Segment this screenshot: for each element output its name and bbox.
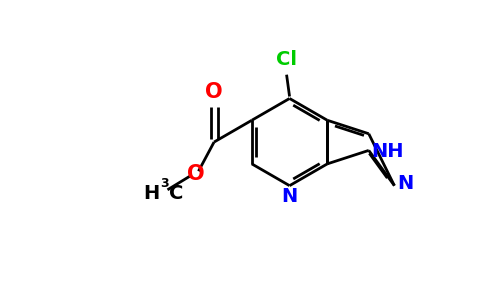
Text: C: C: [169, 184, 184, 203]
Text: 3: 3: [161, 177, 169, 190]
Text: Cl: Cl: [276, 50, 297, 69]
Text: O: O: [187, 164, 204, 184]
Text: O: O: [205, 82, 223, 102]
Text: N: N: [281, 187, 298, 206]
Text: N: N: [397, 174, 414, 193]
Text: NH: NH: [372, 142, 404, 161]
Text: H: H: [143, 184, 160, 203]
